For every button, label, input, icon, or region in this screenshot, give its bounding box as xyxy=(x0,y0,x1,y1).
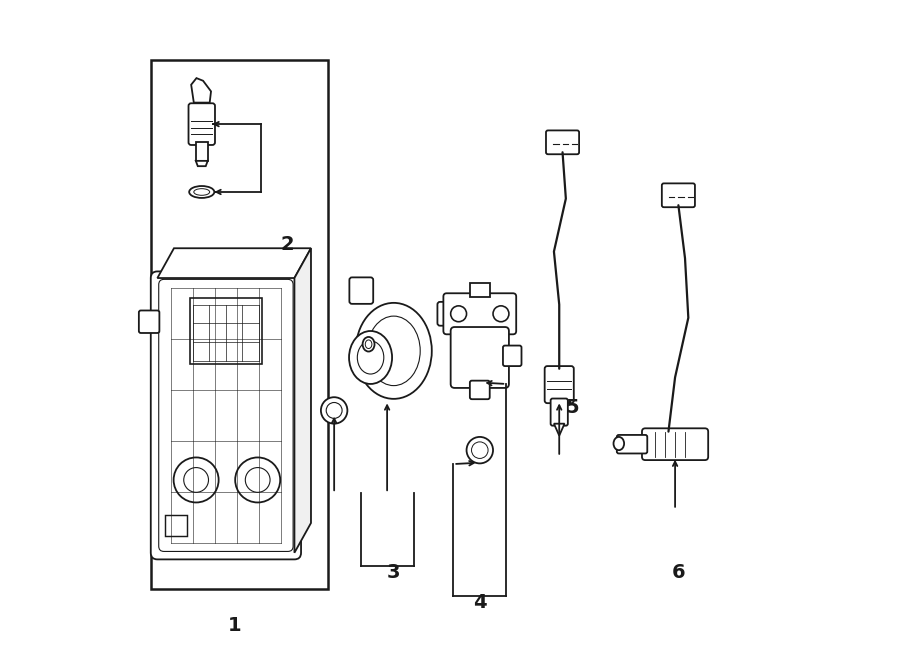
FancyBboxPatch shape xyxy=(451,327,508,388)
Ellipse shape xyxy=(614,437,624,450)
Bar xyxy=(166,515,186,536)
Circle shape xyxy=(451,306,466,322)
Circle shape xyxy=(246,467,270,493)
Ellipse shape xyxy=(357,341,383,374)
FancyBboxPatch shape xyxy=(437,302,464,326)
Bar xyxy=(470,283,490,297)
Ellipse shape xyxy=(466,437,493,463)
Ellipse shape xyxy=(356,303,432,399)
Text: 5: 5 xyxy=(566,398,580,416)
Text: 6: 6 xyxy=(671,563,685,582)
FancyBboxPatch shape xyxy=(151,271,302,559)
FancyBboxPatch shape xyxy=(544,366,574,403)
Polygon shape xyxy=(191,78,211,103)
Ellipse shape xyxy=(472,442,488,458)
Ellipse shape xyxy=(189,186,214,198)
Ellipse shape xyxy=(194,189,210,195)
Circle shape xyxy=(235,457,280,502)
Bar xyxy=(196,142,208,161)
FancyBboxPatch shape xyxy=(642,428,708,460)
Circle shape xyxy=(174,457,219,502)
Ellipse shape xyxy=(321,397,347,424)
FancyBboxPatch shape xyxy=(662,183,695,207)
Text: 3: 3 xyxy=(387,563,400,582)
Ellipse shape xyxy=(367,316,420,385)
Text: 2: 2 xyxy=(281,236,294,254)
Polygon shape xyxy=(158,248,311,278)
Ellipse shape xyxy=(349,331,392,384)
Ellipse shape xyxy=(326,402,342,418)
FancyBboxPatch shape xyxy=(546,130,579,154)
FancyBboxPatch shape xyxy=(503,346,521,366)
Bar xyxy=(151,60,328,589)
FancyBboxPatch shape xyxy=(349,277,373,304)
Circle shape xyxy=(493,306,508,322)
Polygon shape xyxy=(294,248,311,553)
Polygon shape xyxy=(554,424,564,436)
Circle shape xyxy=(184,467,209,493)
Ellipse shape xyxy=(365,340,372,349)
Text: 1: 1 xyxy=(228,616,242,635)
FancyBboxPatch shape xyxy=(444,293,517,334)
FancyBboxPatch shape xyxy=(551,399,568,426)
Ellipse shape xyxy=(363,337,374,352)
Polygon shape xyxy=(196,161,208,166)
FancyBboxPatch shape xyxy=(188,103,215,145)
Text: 4: 4 xyxy=(473,593,487,612)
FancyBboxPatch shape xyxy=(470,381,490,399)
Bar xyxy=(190,298,262,364)
FancyBboxPatch shape xyxy=(139,310,159,333)
FancyBboxPatch shape xyxy=(616,435,647,453)
